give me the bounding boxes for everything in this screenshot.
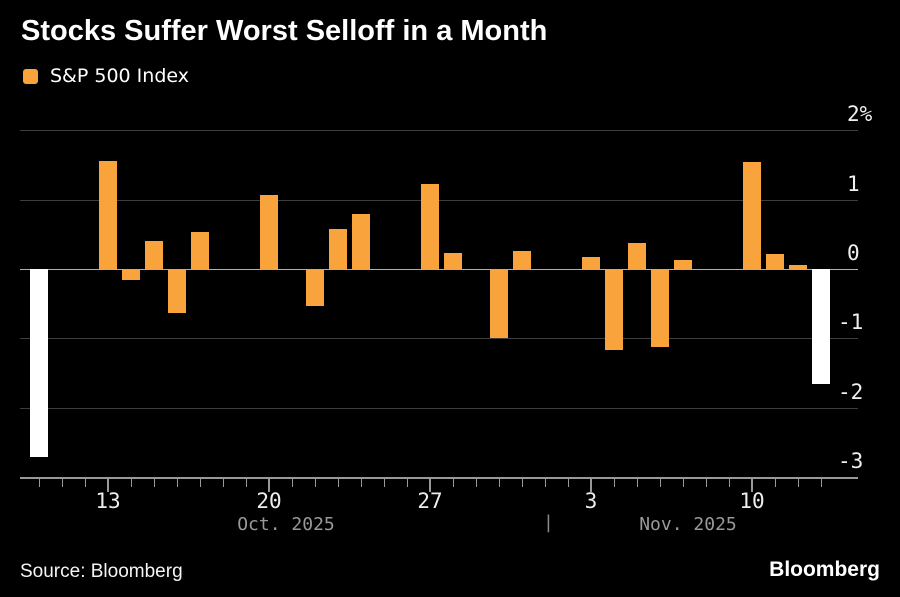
bar-Nov-10: [743, 162, 761, 269]
x-tick-minor: [39, 479, 40, 487]
chart-title: Stocks Suffer Worst Selloff in a Month: [21, 15, 548, 47]
bar-Nov-5: [628, 243, 646, 269]
source-note: Source: Bloomberg: [20, 561, 183, 582]
bar-Oct-22: [306, 269, 324, 306]
bar-Oct-14: [122, 269, 140, 280]
bar-Oct-31: [513, 251, 531, 269]
legend-label: S&P 500 Index: [50, 65, 189, 87]
x-tick-minor: [660, 479, 661, 487]
y-tick-label-1: 1: [847, 172, 860, 196]
x-tick-minor: [200, 479, 201, 487]
x-tick-major: [590, 479, 592, 492]
gridline-1: [20, 200, 858, 201]
x-tick-minor: [292, 479, 293, 487]
bar-Oct-30: [490, 269, 508, 338]
month-label-oct: Oct. 2025: [237, 514, 335, 535]
bar-Oct-28: [444, 253, 462, 269]
x-tick-major: [268, 479, 270, 492]
x-tick-minor: [154, 479, 155, 487]
x-tick-major: [107, 479, 109, 492]
x-tick-major: [429, 479, 431, 492]
x-tick-minor: [361, 479, 362, 487]
bar-Oct-16: [168, 269, 186, 313]
bar-Nov-13: [812, 269, 830, 384]
gridline--1: [20, 338, 858, 339]
bar-Oct-27: [421, 184, 439, 269]
month-separator: |: [543, 512, 554, 533]
gridline-2%: [20, 130, 858, 131]
x-tick-minor: [384, 479, 385, 487]
x-tick-major: [751, 479, 753, 492]
x-tick-minor: [775, 479, 776, 487]
x-tick-minor: [407, 479, 408, 487]
y-tick-label--1: -1: [838, 310, 864, 334]
x-tick-minor: [246, 479, 247, 487]
bar-Oct-24: [352, 214, 370, 269]
bar-Oct-10: [30, 269, 48, 457]
x-tick-minor: [568, 479, 569, 487]
x-tick-label-27: 27: [417, 489, 443, 513]
x-tick-minor: [131, 479, 132, 487]
x-tick-label-20: 20: [256, 489, 282, 513]
x-tick-minor: [545, 479, 546, 487]
bar-Nov-11: [766, 254, 784, 269]
bar-Nov-6: [651, 269, 669, 347]
x-tick-minor: [338, 479, 339, 487]
x-tick-minor: [85, 479, 86, 487]
bar-Nov-12: [789, 265, 807, 269]
x-tick-minor: [62, 479, 63, 487]
x-tick-minor: [637, 479, 638, 487]
bloomberg-logo: Bloomberg: [769, 558, 880, 581]
x-tick-label-13: 13: [95, 489, 121, 513]
x-tick-minor: [614, 479, 615, 487]
y-tick-label--2: -2: [838, 380, 864, 404]
x-tick-label-10: 10: [739, 489, 765, 513]
x-tick-minor: [499, 479, 500, 487]
legend: S&P 500 Index: [23, 65, 189, 87]
gridline--2: [20, 408, 858, 409]
x-tick-minor: [729, 479, 730, 487]
bar-Oct-15: [145, 241, 163, 269]
bar-Nov-7: [674, 260, 692, 269]
month-label-nov: Nov. 2025: [639, 514, 737, 535]
bar-Oct-17: [191, 232, 209, 269]
y-tick-label-2%: 2%: [847, 102, 873, 126]
zero-line: [20, 269, 858, 270]
bar-Oct-20: [260, 195, 278, 269]
x-tick-minor: [476, 479, 477, 487]
x-tick-minor: [798, 479, 799, 487]
x-tick-minor: [683, 479, 684, 487]
bar-Oct-23: [329, 229, 347, 269]
bar-Nov-4: [605, 269, 623, 350]
x-tick-minor: [453, 479, 454, 487]
y-tick-label-0: 0: [847, 241, 860, 265]
x-tick-label-3: 3: [584, 489, 598, 513]
x-tick-minor: [177, 479, 178, 487]
x-tick-minor: [821, 479, 822, 487]
y-tick-label--3: -3: [838, 449, 864, 473]
x-tick-minor: [223, 479, 224, 487]
bar-Oct-13: [99, 161, 117, 269]
x-tick-minor: [315, 479, 316, 487]
x-axis-line: [20, 477, 858, 479]
legend-swatch-icon: [23, 68, 38, 84]
x-tick-minor: [706, 479, 707, 487]
bar-Nov-3: [582, 257, 600, 269]
x-tick-minor: [522, 479, 523, 487]
